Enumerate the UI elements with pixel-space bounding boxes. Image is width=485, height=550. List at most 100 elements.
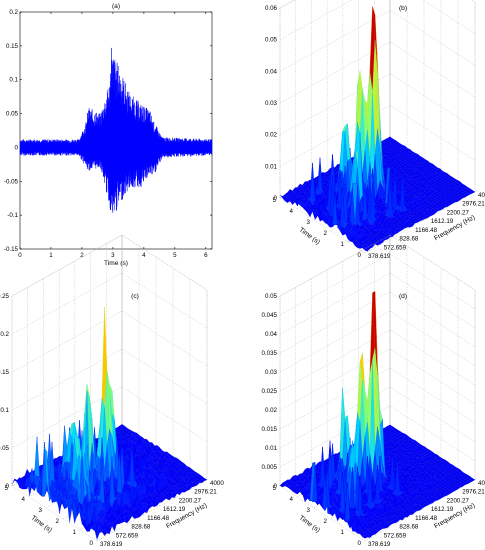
time-tick-label-d: 0 <box>358 540 362 547</box>
freq-tick-label-b: 572.659 <box>384 244 407 251</box>
freq-tick-label-d: 378.619 <box>368 541 391 548</box>
time-axis-label-b: Time (s) <box>298 226 321 246</box>
z-tick-label-c: 0.05 <box>0 445 10 452</box>
freq-tick-label-c: 1612.19 <box>163 506 186 513</box>
freq-tick-label-d: 828.68 <box>399 524 418 531</box>
time-tick-label-b: 5 <box>273 197 277 204</box>
x-tick-label-a: 0 <box>18 252 22 259</box>
panel-a: (a)0 1 2 3 4 5 6-0.15-0.1-0.0500.050.10.150.2T… <box>4 3 212 267</box>
waveform-line <box>20 48 212 213</box>
z-tick-label-c: 0.15 <box>0 369 10 376</box>
y-tick-label-a: -0.15 <box>4 246 19 253</box>
z-tick-label-b: 0.06 <box>265 5 278 12</box>
z-gridline-b <box>280 0 475 8</box>
freq-tick-label-b: 378.619 <box>368 253 391 260</box>
z-tick-label-d: 0.02 <box>265 407 278 414</box>
y-tick-label-a: 0.15 <box>6 43 19 50</box>
title-c: (c) <box>131 293 139 300</box>
time-tick-label-d: 4 <box>290 496 294 503</box>
z-tick-label-c: 0.25 <box>0 293 10 300</box>
z-gridline-d <box>280 273 475 334</box>
title-a: (a) <box>112 3 120 10</box>
z-tick-label-d: 0.015 <box>262 426 278 433</box>
time-tick-label-c: 2 <box>56 518 60 525</box>
z-tick-label-d: 0.03 <box>265 369 278 376</box>
y-tick-label-a: 0 <box>15 144 19 151</box>
freq-tick-label-b: 2976.21 <box>462 201 485 208</box>
time-tick-label-c: 5 <box>5 485 9 492</box>
time-tick-label-c: 1 <box>73 529 77 536</box>
z-tick-label-d: 0.045 <box>262 312 278 319</box>
surface-facet-c <box>35 437 40 477</box>
freq-tick-label-d: 2200.27 <box>447 497 470 504</box>
time-tick-label-d: 3 <box>307 507 311 514</box>
y-tick-label-a: -0.05 <box>4 178 19 185</box>
y-tick-label-a: 0.05 <box>6 111 19 118</box>
time-tick-label-b: 3 <box>307 219 311 226</box>
panel-d: 0 0.005 0.01 0.015 0.02 0.025 0.03 0.035 0.04 0.0… <box>262 235 485 548</box>
z-tick-label-d: 0.01 <box>265 445 278 452</box>
freq-tick-label-c: 4000 <box>210 480 224 487</box>
x-tick-label-a: 3 <box>111 252 115 259</box>
z-tick-label-b: 0.03 <box>265 100 278 107</box>
time-tick-label-c: 4 <box>22 496 26 503</box>
time-tick-label-d: 5 <box>273 485 277 492</box>
panel-b: 0 0.01 0.02 0.03 0.04 0.05 0.06 378.619 572.6598… <box>265 0 485 260</box>
freq-tick-label-c: 828.68 <box>131 524 150 531</box>
time-tick-label-b: 2 <box>324 230 328 237</box>
y-tick-label-a: 0.2 <box>9 9 18 16</box>
freq-tick-label-c: 378.619 <box>100 541 123 548</box>
z-gridline-d <box>280 292 475 353</box>
surface-c <box>12 307 207 539</box>
freq-tick-label-d: 1612.19 <box>431 506 454 513</box>
time-tick-label-d: 2 <box>324 518 328 525</box>
z-tick-label-b: 0.02 <box>265 132 278 139</box>
time-axis-label-d: Time (s) <box>298 514 321 534</box>
z-tick-label-b: 0.05 <box>265 37 278 44</box>
z-tick-label-d: 0.04 <box>265 331 278 338</box>
freq-tick-label-d: 2976.21 <box>462 489 485 496</box>
z-tick-label-d: 0.035 <box>262 350 278 357</box>
z-gridline-b <box>280 0 475 40</box>
z-tick-label-b: 0.01 <box>265 163 278 170</box>
time-tick-label-b: 0 <box>358 252 362 259</box>
freq-tick-label-c: 572.659 <box>116 532 139 539</box>
z-gridline-d <box>280 254 475 315</box>
time-tick-label-b: 1 <box>341 241 345 248</box>
x-tick-label-a: 1 <box>49 252 53 259</box>
z-gridline-c <box>12 311 207 372</box>
freq-tick-label-b: 1612.19 <box>431 218 454 225</box>
y-tick-label-a: 0.1 <box>9 77 18 84</box>
z-tick-label-d: 0.025 <box>262 388 278 395</box>
x-tick-label-a: 4 <box>142 252 146 259</box>
title-d: (d) <box>399 293 407 300</box>
x-tick-label-a: 5 <box>173 252 177 259</box>
freq-tick-label-b: 828.68 <box>399 236 418 243</box>
freq-tick-label-c: 2976.21 <box>194 489 217 496</box>
z-tick-label-c: 0.2 <box>0 331 9 338</box>
time-tick-label-c: 3 <box>39 507 43 514</box>
freq-tick-label-d: 572.659 <box>384 532 407 539</box>
z-tick-label-b: 0.04 <box>265 68 278 75</box>
z-tick-label-c: 0.1 <box>0 407 9 414</box>
z-tick-label-d: 0.05 <box>265 293 278 300</box>
freq-tick-label-b: 4000 <box>478 192 485 199</box>
freq-tick-label-d: 4000 <box>478 480 485 487</box>
time-tick-label-c: 0 <box>90 540 94 547</box>
z-tick-label-d: 0.005 <box>262 464 278 471</box>
time-tick-label-d: 1 <box>341 529 345 536</box>
freq-tick-label-d: 1166.48 <box>415 515 437 522</box>
freq-tick-label-c: 2200.27 <box>179 497 202 504</box>
x-axis-label-a: Time (s) <box>104 260 128 267</box>
x-tick-label-a: 6 <box>204 252 208 259</box>
freq-tick-label-b: 2200.27 <box>447 209 470 216</box>
time-tick-label-b: 4 <box>290 208 294 215</box>
freq-tick-label-c: 1166.48 <box>147 515 169 522</box>
z-gridline-c <box>12 273 207 334</box>
y-tick-label-a: -0.1 <box>7 212 18 219</box>
freq-tick-label-b: 1166.48 <box>415 227 437 234</box>
title-b: (b) <box>399 5 407 12</box>
time-axis-label-c: Time (s) <box>30 514 53 534</box>
